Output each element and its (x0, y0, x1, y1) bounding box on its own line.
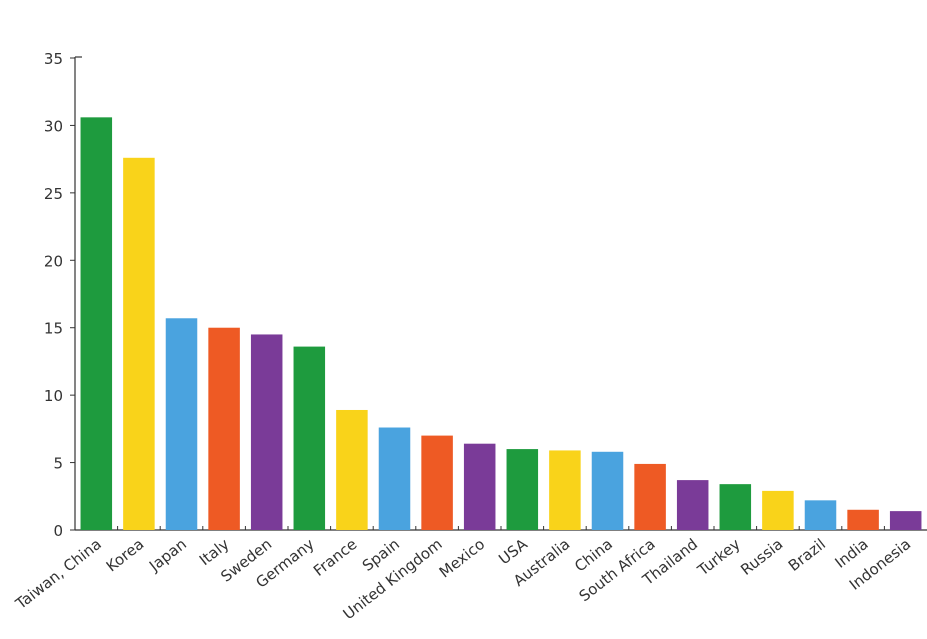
bar (549, 450, 581, 530)
y-tick-label: 0 (53, 522, 63, 540)
y-tick-label: 25 (44, 185, 63, 203)
bar (847, 509, 879, 530)
bar (762, 490, 794, 530)
bar (719, 484, 752, 530)
y-tick-label: 20 (44, 252, 63, 270)
x-tick-label: Taiwan, China (11, 535, 104, 613)
x-tick-label: Russia (737, 535, 786, 579)
bar (506, 449, 539, 530)
bar (889, 511, 922, 530)
y-tick-label: 30 (44, 117, 63, 135)
x-tick-label: Japan (145, 535, 190, 576)
bar (676, 480, 709, 530)
bar (804, 500, 837, 530)
y-tick-label: 15 (44, 320, 63, 338)
x-tick-label: Korea (103, 535, 148, 575)
bar (165, 318, 198, 530)
bar (123, 157, 155, 530)
bar (463, 443, 496, 530)
bar (378, 427, 411, 530)
y-tick-label: 10 (44, 387, 63, 405)
bar (336, 409, 368, 530)
x-tick-label: Brazil (785, 535, 829, 575)
bar (250, 334, 283, 530)
y-tick-label: 35 (44, 50, 63, 68)
bar (634, 463, 666, 530)
bar (80, 117, 113, 530)
x-tick-label: Mexico (436, 535, 488, 581)
bar (293, 346, 326, 530)
bar (208, 327, 240, 530)
bar (421, 435, 453, 530)
bar (591, 451, 624, 530)
x-tick-label: Turkey (693, 535, 743, 580)
x-tick-label: France (310, 535, 360, 580)
y-tick-label: 5 (53, 455, 63, 473)
